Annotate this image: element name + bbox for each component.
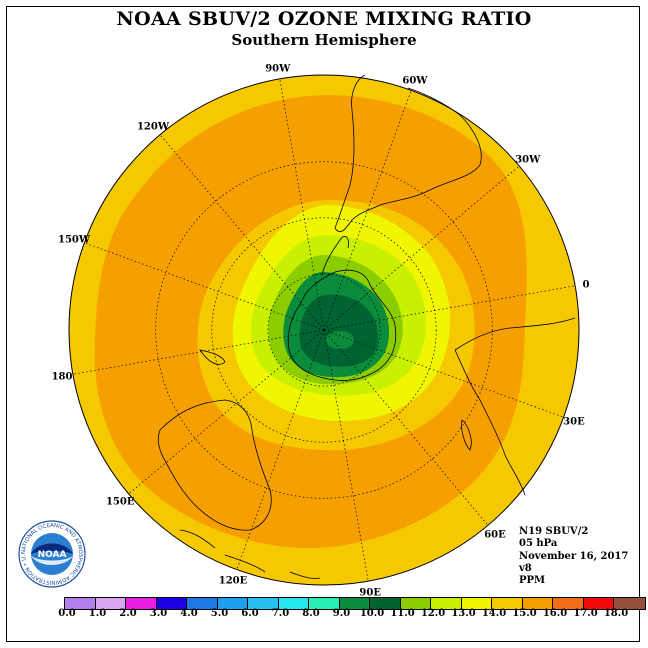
colorbar-swatch (461, 598, 492, 609)
map-boundary (68, 74, 580, 586)
antarctica-coast (287, 269, 397, 381)
lon-label-90w: 90W (265, 64, 291, 75)
colorbar-tick-label: 8.0 (302, 608, 320, 619)
colorbar-swatch (126, 598, 157, 609)
colorbar-tick-label: 16.0 (542, 608, 568, 619)
colorbar-swatch (217, 598, 248, 609)
colorbar-tick-label: 6.0 (241, 608, 259, 619)
ozone-band-15 (94, 95, 527, 548)
figure-subtitle: Southern Hemisphere (231, 31, 417, 49)
colorbar-tick-label: 9.0 (332, 608, 351, 619)
lon-label-150e: 150E (106, 496, 135, 507)
colorbar-tick-label: 13.0 (451, 608, 476, 619)
antarctic-peninsula (321, 235, 349, 276)
lon-label-30w: 30W (515, 155, 541, 166)
colorbar-swatch (65, 598, 96, 609)
noaa-logo: NATIONAL OCEANIC AND ATMOSPHERIC ADMINIS… (18, 520, 86, 588)
colorbar-swatch (553, 598, 584, 609)
logo-text: NOAA (38, 550, 67, 560)
colorbar-tick-label: 1.0 (88, 608, 107, 619)
colorbar-swatch (370, 598, 401, 609)
colorbar-tick-label: 0.0 (58, 608, 76, 619)
colorbar-swatch (187, 598, 218, 609)
colorbar-swatch (400, 598, 431, 609)
graticule (72, 78, 576, 582)
colorbar-tick-label: 10.0 (359, 608, 385, 619)
longitude-labels: 90W 60W 30W 0 30E 60E 90E 120E 150E 180 150W 120W (52, 64, 590, 599)
colorbar-swatch (614, 598, 645, 609)
colorbar-swatch (522, 598, 553, 609)
colorbar-swatch (309, 598, 340, 609)
colorbar-tick-label: 5.0 (210, 608, 229, 619)
version-label: v8 (519, 562, 532, 574)
ozone-band-10 (299, 294, 378, 367)
lon-label-0: 0 (582, 279, 589, 290)
colorbar-swatch (95, 598, 126, 609)
units-label: PPM (519, 575, 546, 587)
level-label: 05 hPa (519, 538, 558, 550)
lon-label-120w: 120W (137, 122, 170, 133)
satellite-label: N19 SBUV/2 (519, 526, 589, 537)
colorbar-tick-label: 4.0 (180, 608, 198, 619)
colorbar-ticks: 0.0 1.0 2.0 3.0 4.0 5.0 6.0 7.0 8.0 9.0 10.0 11.0 12… (0, 608, 648, 622)
colorbar-tick-label: 12.0 (420, 608, 446, 619)
colorbar-swatch (431, 598, 462, 609)
lon-label-60w: 60W (402, 76, 428, 87)
colorbar-swatch (339, 598, 370, 609)
indonesia-islands (179, 529, 321, 579)
colorbar-tick-label: 7.0 (271, 608, 290, 619)
colorbar-tick-label: 11.0 (390, 608, 415, 619)
ozone-core-spot (326, 331, 354, 349)
lon-label-180: 180 (52, 372, 73, 383)
date-label: November 16, 2017 (519, 550, 629, 562)
madagascar (461, 419, 472, 451)
australia-coast (157, 399, 272, 531)
colorbar-tick-label: 3.0 (149, 608, 168, 619)
info-block: N19 SBUV/2 05 hPa November 16, 2017 v8 P… (519, 526, 628, 587)
lon-label-120e: 120E (219, 575, 248, 586)
lon-label-90e: 90E (359, 587, 381, 598)
figure-title: NOAA SBUV/2 OZONE MIXING RATIO (116, 8, 532, 30)
colorbar-tick-label: 15.0 (512, 608, 537, 619)
figure-frame (6, 6, 640, 642)
colorbar-swatch (248, 598, 279, 609)
colorbar-swatch (156, 598, 187, 609)
colorbar-tick-label: 17.0 (573, 608, 598, 619)
colorbar (64, 597, 646, 610)
africa-coast (454, 317, 576, 496)
lon-label-30e: 30E (563, 416, 585, 427)
colorbar-swatch (583, 598, 614, 609)
colorbar-tick-label: 18.0 (603, 608, 629, 619)
colorbar-swatch (492, 598, 523, 609)
colorbar-swatch (278, 598, 309, 609)
lon-label-60e: 60E (484, 529, 506, 540)
south-america-coast (334, 74, 482, 233)
new-zealand (199, 349, 226, 365)
coastlines (157, 74, 576, 579)
colorbar-tick-label: 2.0 (119, 608, 137, 619)
colorbar-tick-label: 14.0 (481, 608, 507, 619)
lon-label-150w: 150W (58, 235, 91, 246)
